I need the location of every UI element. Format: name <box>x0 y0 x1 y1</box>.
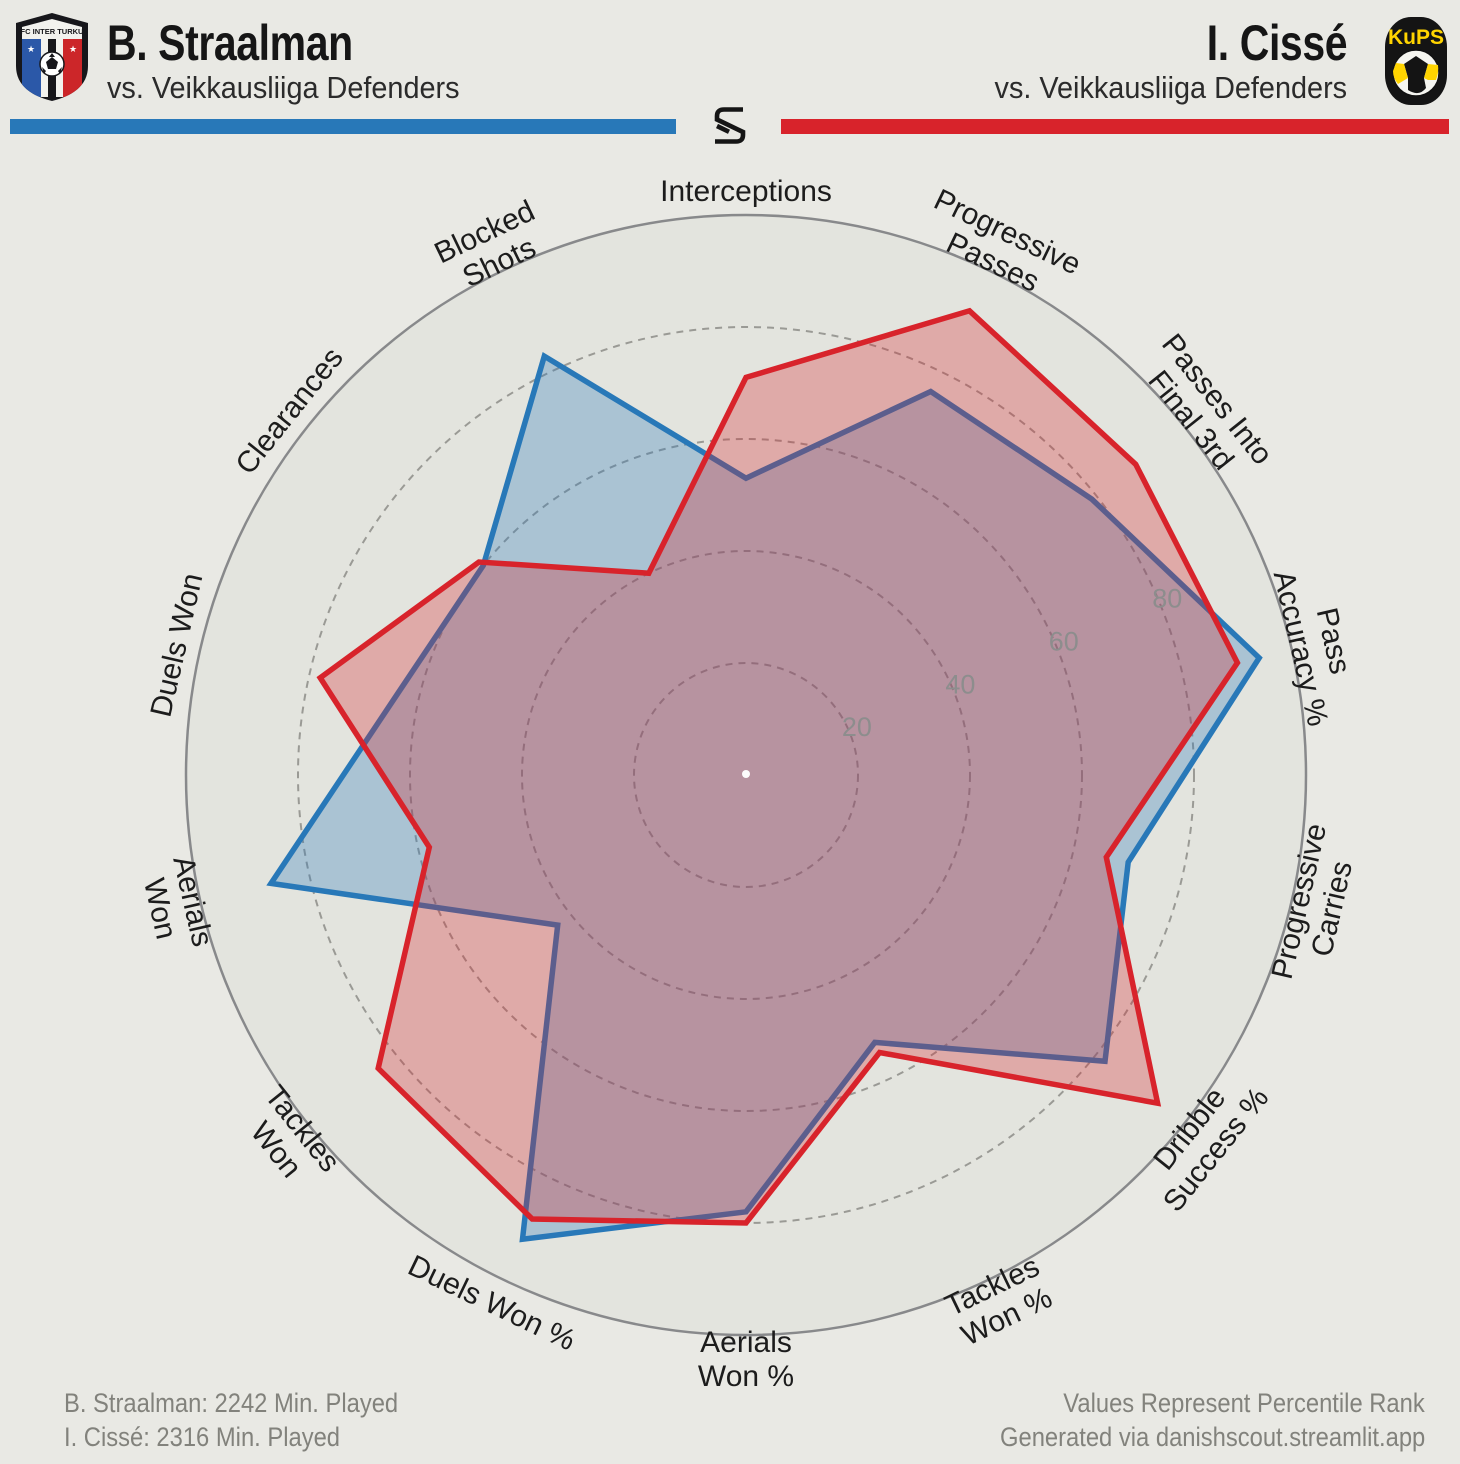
player2-title: I. Cissé <box>1206 15 1348 71</box>
player2-subtitle: vs. Veikkausliiga Defenders <box>994 70 1347 105</box>
player1-title: B. Straalman <box>107 15 353 71</box>
footer-values-note: Values Represent Percentile Rank <box>1063 1388 1425 1418</box>
radar-rtick-80: 80 <box>1152 584 1182 614</box>
inter-logo-star-left: ★ <box>27 44 35 54</box>
radar-gridline-40 <box>521 550 971 1000</box>
kups-logo: KuPS <box>1385 17 1447 105</box>
kups-logo-text: KuPS <box>1388 26 1444 49</box>
radar-rtick-20: 20 <box>842 712 872 742</box>
b-straalman-polygon <box>266 351 1263 1243</box>
radar-axis-label-aerials-won: Aerials Won % <box>698 1326 794 1393</box>
danishscout-logo <box>714 107 746 144</box>
footer-player1-minutes: B. Straalman: 2242 Min. Played <box>64 1388 399 1418</box>
inter-logo-text: FC INTER TURKU <box>21 27 84 36</box>
footer-generated-note: Generated via danishscout.streamlit.app <box>999 1422 1425 1452</box>
radar-rtick-60: 60 <box>1049 626 1079 656</box>
inter-turku-logo: FC INTER TURKU ★ ★ <box>16 13 88 101</box>
radar-gridline-60 <box>409 438 1083 1112</box>
radar-rtick-40: 40 <box>945 669 975 699</box>
i-ciss-polygon <box>316 307 1241 1226</box>
player2-accent-bar <box>781 119 1449 134</box>
player1-subtitle: vs. Veikkausliiga Defenders <box>107 70 460 105</box>
player1-accent-bar <box>10 119 676 134</box>
radar-axis-label-interceptions: Interceptions <box>660 175 832 208</box>
inter-logo-star-right: ★ <box>69 44 77 54</box>
radar-center-marker <box>742 770 750 778</box>
footer-player2-minutes: I. Cissé: 2316 Min. Played <box>64 1422 341 1452</box>
radar-gridline-20 <box>633 662 859 888</box>
